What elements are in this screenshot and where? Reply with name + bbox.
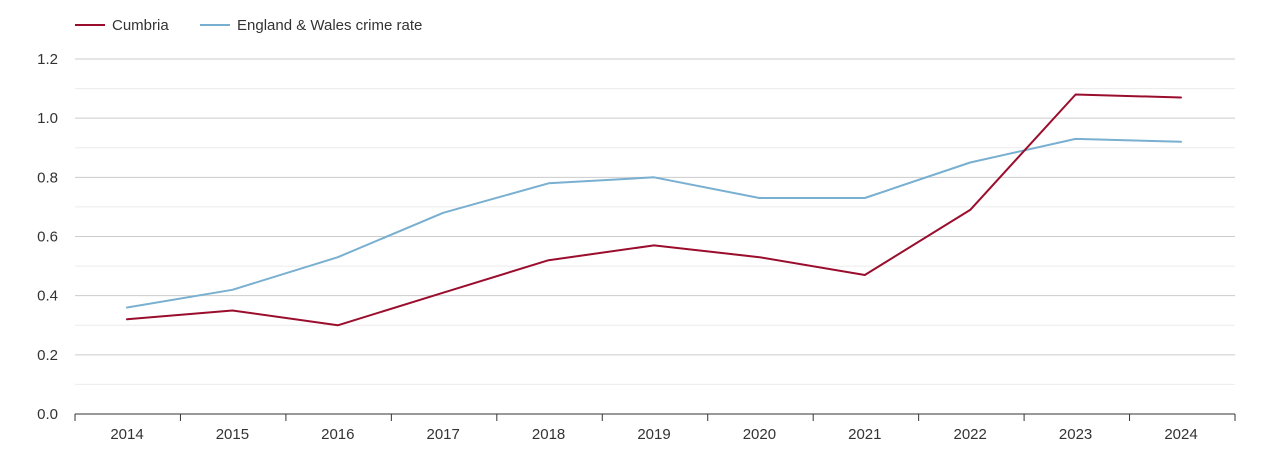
series-line-cumbria <box>126 93 1182 327</box>
data-point <box>546 257 552 263</box>
y-tick-label: 1.2 <box>37 51 58 68</box>
y-tick-label: 0.4 <box>37 288 58 305</box>
x-tick-label: 2016 <box>321 426 354 443</box>
data-point <box>756 254 762 260</box>
data-point <box>124 316 130 322</box>
data-point <box>229 307 235 313</box>
data-point <box>440 290 446 296</box>
x-tick-label: 2018 <box>532 426 565 443</box>
x-tick-label: 2024 <box>1164 426 1197 443</box>
x-tick-label: 2015 <box>216 426 249 443</box>
x-tick-label: 2019 <box>637 426 670 443</box>
data-point <box>335 322 341 328</box>
data-point <box>440 210 446 216</box>
data-point <box>1178 139 1184 145</box>
x-tick-label: 2023 <box>1059 426 1092 443</box>
data-point <box>1073 136 1079 142</box>
y-tick-label: 0.8 <box>37 169 58 186</box>
x-tick-label: 2017 <box>427 426 460 443</box>
y-tick-label: 0.0 <box>37 406 58 423</box>
y-tick-label: 1.0 <box>37 110 58 127</box>
data-point <box>967 207 973 213</box>
data-point <box>546 180 552 186</box>
legend-label: Cumbria <box>112 17 169 34</box>
data-point <box>651 242 657 248</box>
gridlines <box>75 58 1235 385</box>
y-tick-label: 0.2 <box>37 347 58 364</box>
series-line-england-wales <box>126 137 1182 309</box>
data-point <box>1178 94 1184 100</box>
x-tick-label: 2020 <box>743 426 776 443</box>
data-point <box>124 305 130 311</box>
data-point <box>651 174 657 180</box>
x-tick-label: 2021 <box>848 426 881 443</box>
legend: Cumbria England & Wales crime rate <box>75 17 422 34</box>
x-axis: 2014 2015 2016 2017 2018 2019 2020 2021 2022 2023… <box>74 413 1236 443</box>
y-tick-label: 0.6 <box>37 229 58 246</box>
x-tick-label: 2022 <box>954 426 987 443</box>
y-axis: 0.0 0.2 0.4 0.6 0.8 1.0 1.2 <box>37 51 58 423</box>
data-point <box>862 195 868 201</box>
legend-label: England & Wales crime rate <box>237 17 422 34</box>
data-point <box>1073 92 1079 98</box>
x-tick-label: 2014 <box>110 426 143 443</box>
data-point <box>862 272 868 278</box>
data-point <box>967 160 973 166</box>
series-group <box>124 92 1184 328</box>
data-point <box>756 195 762 201</box>
data-point <box>335 254 341 260</box>
data-point <box>229 287 235 293</box>
